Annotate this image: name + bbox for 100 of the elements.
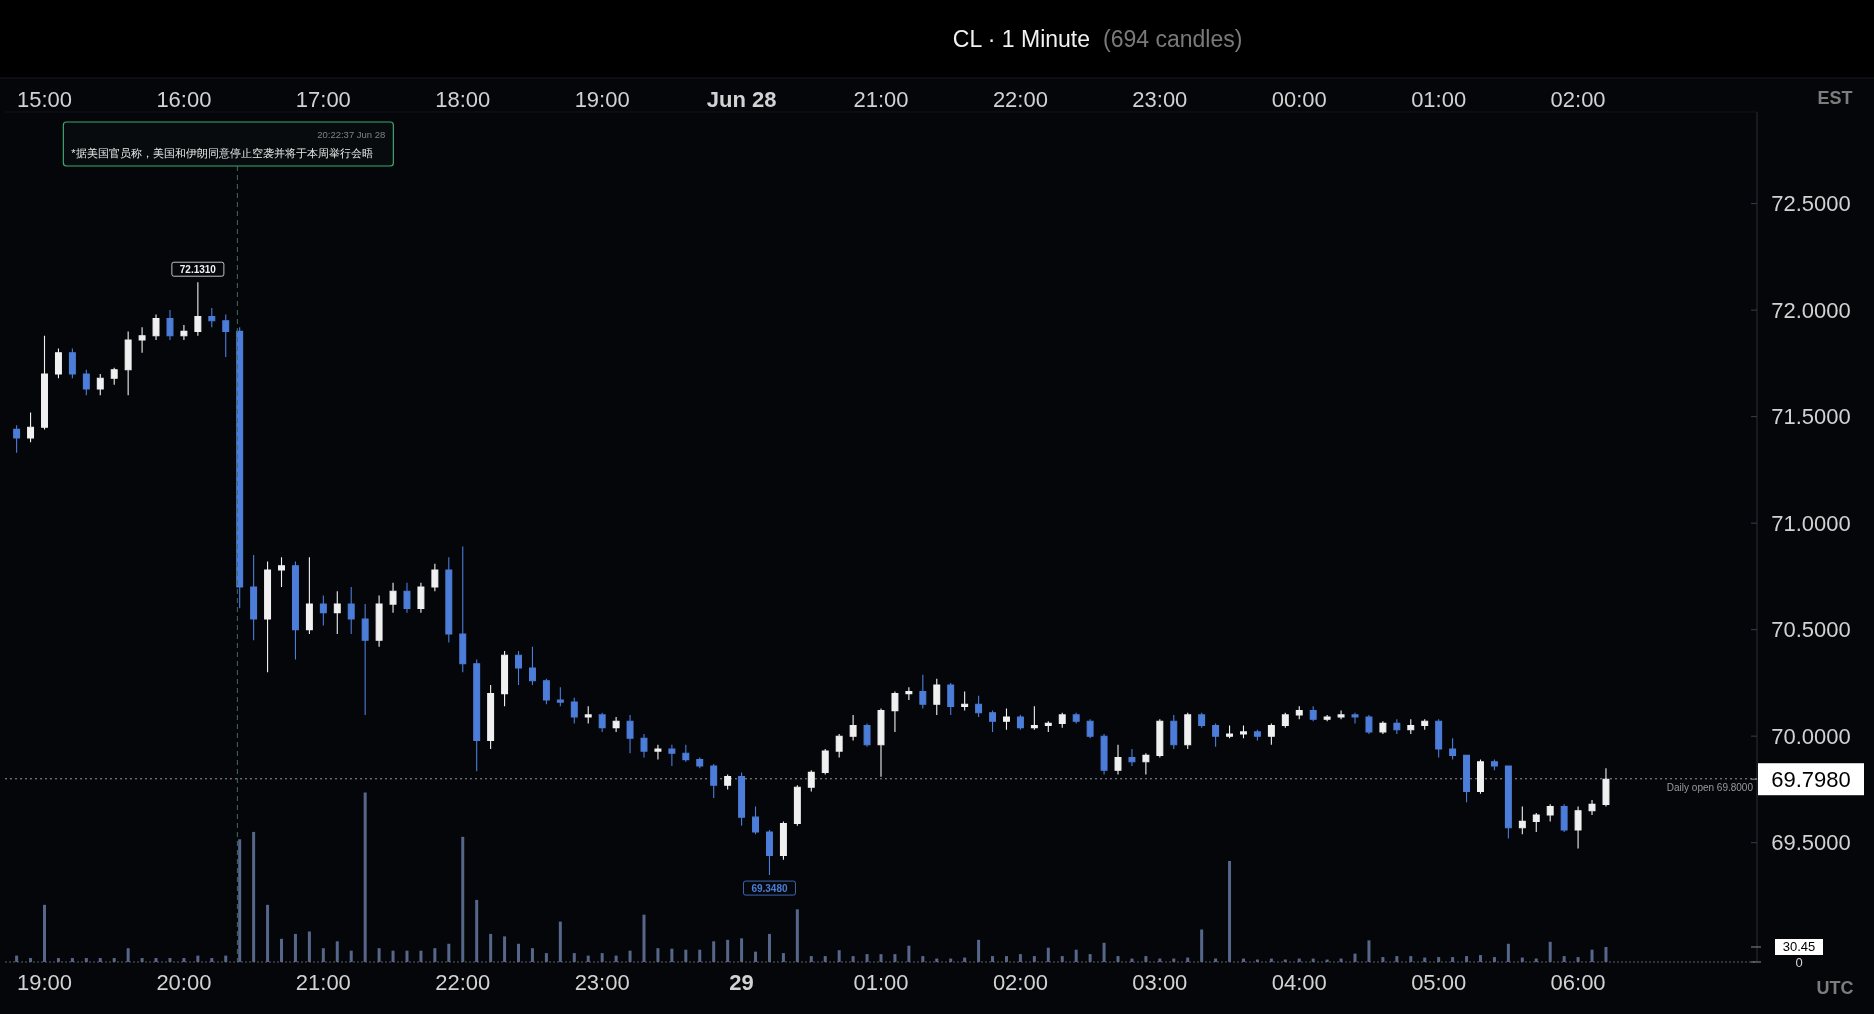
candlestick xyxy=(1532,812,1540,833)
candlestick xyxy=(1253,729,1261,741)
bar xyxy=(1004,956,1008,962)
candlestick xyxy=(1295,705,1303,720)
bar xyxy=(419,950,423,962)
bar xyxy=(698,949,702,962)
bar xyxy=(726,939,730,962)
candlestick xyxy=(1226,724,1234,739)
bar xyxy=(670,948,674,962)
candlestick xyxy=(250,554,258,641)
bar xyxy=(572,953,576,962)
y-tick-label: 72.5000 xyxy=(1771,191,1851,217)
candlestick xyxy=(1240,724,1247,739)
candlestick xyxy=(919,674,927,710)
x2-tick-label: 17:00 xyxy=(295,86,351,112)
candlestick xyxy=(779,820,787,861)
candlestick xyxy=(1086,718,1094,739)
candlestick xyxy=(375,595,383,648)
candlestick xyxy=(1016,714,1024,731)
bar xyxy=(1130,958,1134,962)
x2-tick-label: 21:00 xyxy=(853,86,909,112)
annotation: 69.3480 xyxy=(751,882,788,894)
bar xyxy=(1367,940,1371,962)
bar xyxy=(1339,958,1343,962)
bar xyxy=(1046,947,1050,962)
candlestick xyxy=(682,744,690,763)
candlestick xyxy=(27,411,35,443)
candlestick xyxy=(1212,722,1220,748)
candlestick xyxy=(110,367,118,386)
bar xyxy=(656,948,660,962)
candlestick xyxy=(1560,803,1568,833)
bar xyxy=(405,950,409,962)
bar xyxy=(1214,958,1218,962)
candlestick xyxy=(975,695,983,718)
candlestick xyxy=(389,582,397,614)
candlestick xyxy=(1365,714,1373,735)
bar xyxy=(1018,954,1022,962)
x2-tick-label: 15:00 xyxy=(16,86,73,112)
bar xyxy=(586,955,590,962)
bar xyxy=(893,954,897,962)
bar xyxy=(712,941,716,962)
bar xyxy=(1353,953,1357,962)
bar xyxy=(781,953,785,962)
candlestick xyxy=(807,769,815,793)
bar xyxy=(1228,860,1232,962)
y-tick-label: 70.5000 xyxy=(1771,617,1851,643)
bar xyxy=(921,956,925,962)
candlestick xyxy=(1477,759,1484,795)
candlestick xyxy=(1504,765,1512,839)
bar xyxy=(391,950,395,962)
candlestick xyxy=(264,560,272,673)
bar xyxy=(1576,957,1580,962)
bar xyxy=(307,931,311,962)
bar xyxy=(907,945,911,962)
bar xyxy=(614,955,618,962)
chart-title: CL · 1 Minute xyxy=(952,26,1090,52)
bar xyxy=(1311,958,1315,962)
bar xyxy=(1395,956,1399,962)
bar xyxy=(154,958,158,962)
candlestick xyxy=(835,733,843,759)
candlestick xyxy=(849,714,857,741)
candlestick xyxy=(459,546,467,673)
candlestick xyxy=(640,733,648,759)
bar xyxy=(1102,942,1106,962)
candlestick xyxy=(13,424,21,454)
x2-axis-title: EST xyxy=(1817,88,1853,108)
bar xyxy=(879,954,883,962)
candlestick xyxy=(1351,712,1359,724)
bar xyxy=(15,955,19,962)
bar xyxy=(754,951,758,962)
x-tick-label: 20:00 xyxy=(156,969,212,995)
x-tick-label: 05:00 xyxy=(1411,969,1467,995)
bar xyxy=(865,954,869,962)
candlestick xyxy=(1267,722,1275,746)
bar xyxy=(349,950,353,962)
bar xyxy=(1534,958,1538,962)
y2-tick-label: 30.45 xyxy=(1782,939,1816,955)
candlestick xyxy=(1156,718,1164,759)
candlestick xyxy=(1407,718,1415,735)
bar xyxy=(29,958,33,962)
candlestick xyxy=(166,309,174,341)
candlestick xyxy=(1044,720,1052,733)
y-tick-label: 71.0000 xyxy=(1771,510,1851,536)
bar xyxy=(795,909,799,962)
x2-tick-label: 18:00 xyxy=(435,86,491,112)
candlestick xyxy=(863,722,871,748)
bar xyxy=(767,933,771,962)
candlestick xyxy=(947,682,955,716)
y-tick-label: 72.0000 xyxy=(1771,297,1851,323)
bar xyxy=(823,956,827,962)
x-tick-label: 29 xyxy=(729,969,754,995)
candlestick xyxy=(180,324,188,341)
candlestick xyxy=(487,684,495,750)
candlestick xyxy=(152,313,160,341)
candlestick xyxy=(82,369,90,396)
x2-tick-label: 19:00 xyxy=(574,86,630,112)
candlestick xyxy=(710,763,718,799)
bar xyxy=(1158,958,1162,962)
candlestick xyxy=(1309,705,1317,722)
candlestick xyxy=(821,748,829,776)
